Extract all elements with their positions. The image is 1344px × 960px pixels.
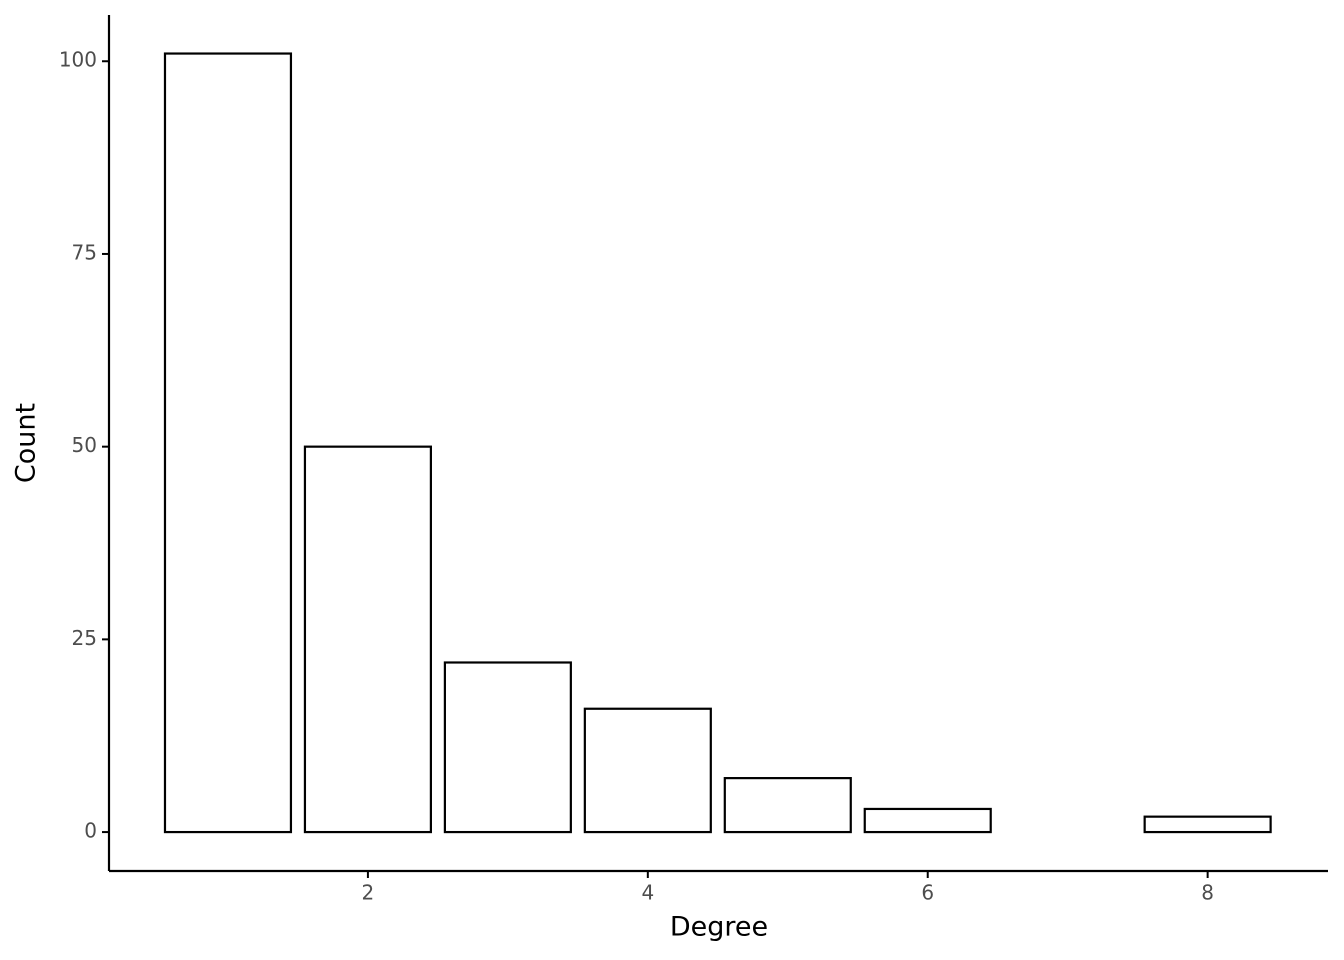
bar <box>583 707 712 834</box>
bar <box>863 807 992 834</box>
x-tick-label: 4 <box>641 881 654 905</box>
y-tick-label: 0 <box>84 819 97 843</box>
y-tick-label: 50 <box>72 433 97 457</box>
y-tick-label: 25 <box>72 626 97 650</box>
bar <box>443 661 572 834</box>
x-tick-label: 6 <box>921 881 934 905</box>
bar <box>163 52 293 834</box>
bar <box>1143 815 1272 834</box>
x-axis-title: Degree <box>670 912 768 943</box>
bar <box>723 777 852 834</box>
y-tick-label: 75 <box>72 240 97 264</box>
x-tick-label: 8 <box>1201 881 1214 905</box>
bar <box>303 445 432 834</box>
y-tick-label: 100 <box>59 48 97 72</box>
x-tick-label: 2 <box>362 881 375 905</box>
y-axis-title: Count <box>11 403 42 483</box>
